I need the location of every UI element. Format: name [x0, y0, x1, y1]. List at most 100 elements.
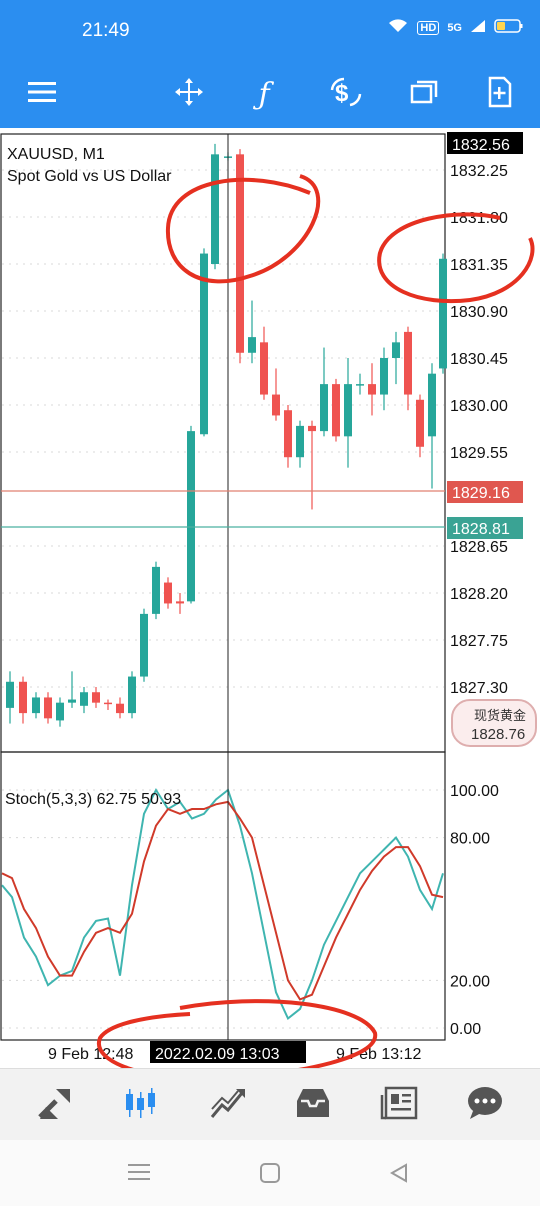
candle-body — [308, 425, 316, 432]
svg-text:$: $ — [335, 80, 349, 107]
windows-button[interactable] — [400, 70, 448, 118]
overlay-label-price: 1828.76 — [471, 726, 525, 743]
battery-icon — [494, 18, 524, 37]
price-chart[interactable]: 1832.251831.801831.351830.901830.451830.… — [0, 128, 540, 1081]
current-price-badge — [447, 132, 523, 154]
y-tick-label: 1828.20 — [450, 586, 508, 603]
y-tick-label: 1829.55 — [450, 445, 508, 462]
candle-body — [356, 384, 364, 386]
candle-body — [140, 613, 148, 677]
symbol-label: XAUUSD, M1 — [7, 146, 105, 163]
status-time: 21:49 — [82, 20, 130, 41]
stoch-label: Stoch(5,3,3) 62.75 50.93 — [5, 791, 181, 808]
nav-trade[interactable] — [206, 1083, 250, 1127]
nav-charts[interactable] — [119, 1083, 163, 1127]
candle-body — [404, 331, 412, 395]
stoch-layer — [1, 787, 444, 1021]
stoch-d-line — [1, 800, 444, 1001]
candle-body — [380, 358, 388, 395]
candle-body — [248, 337, 256, 353]
windows-icon — [409, 78, 439, 111]
crosshair-button[interactable] — [165, 70, 213, 118]
x-label-crosshair: 2022.02.09 13:03 — [155, 1046, 280, 1063]
status-icons: HD 5G — [387, 18, 524, 37]
y-tick-label: 1830.00 — [450, 398, 508, 415]
back-button[interactable] — [388, 1162, 410, 1189]
menu-icon — [28, 81, 56, 108]
status-bar: 21:49 HD 5G — [0, 0, 540, 62]
chart-area[interactable]: 1832.25 1831.80 1831.35 1830.90 1830.45 1830.… — [0, 128, 540, 1081]
x-label-right: 9 Feb 13:12 — [336, 1046, 422, 1063]
candle-body — [187, 431, 195, 602]
back-icon — [388, 1163, 410, 1188]
candle-body — [344, 384, 352, 437]
menu-button[interactable] — [18, 70, 66, 118]
red-price-badge — [447, 481, 523, 503]
wifi-icon — [387, 18, 409, 37]
candle-body — [128, 676, 136, 714]
chart-toolbar: ƒ $ — [0, 62, 540, 128]
nav-quotes[interactable] — [34, 1083, 78, 1127]
candle-body — [320, 384, 328, 432]
trade-icon: $ — [328, 76, 364, 113]
nav-news[interactable] — [377, 1083, 421, 1127]
home-icon — [259, 1163, 281, 1188]
candle-body — [200, 253, 208, 435]
overlay-label-box[interactable] — [451, 699, 537, 747]
candle-body — [80, 692, 88, 706]
recents-icon — [128, 1164, 150, 1186]
y-tick-label: 1828.65 — [450, 539, 508, 556]
stoch-tick-label: 80.00 — [450, 831, 490, 848]
nav-chat[interactable] — [463, 1083, 507, 1127]
overlay-label-cn: 现货黄金 — [474, 708, 526, 723]
grid-layer — [2, 169, 444, 1029]
candle-body — [44, 697, 52, 719]
candles-layer — [6, 143, 447, 727]
crosshair-icon — [173, 76, 205, 113]
x-crosshair-badge — [150, 1041, 306, 1063]
trade-chart-icon — [208, 1085, 248, 1126]
candle-body — [260, 342, 268, 395]
indicators-button[interactable]: ƒ — [240, 70, 288, 118]
indicator-icon: ƒ — [258, 76, 270, 112]
history-icon — [293, 1085, 333, 1126]
y-tick-label: 1830.90 — [450, 304, 508, 321]
candle-body — [104, 702, 112, 705]
candle-body — [32, 697, 40, 714]
main-pane-frame — [0, 133, 446, 753]
y-tick-label: 1832.25 — [450, 163, 508, 180]
news-icon — [379, 1085, 419, 1126]
add-object-icon — [487, 76, 513, 113]
hd-badge: HD — [417, 20, 440, 35]
candle-body — [116, 703, 124, 714]
stoch-k-line — [1, 787, 444, 1021]
candle-body — [56, 702, 64, 721]
candle-body — [164, 582, 172, 604]
y-tick-label: 1830.45 — [450, 351, 508, 368]
symbol-description: Spot Gold vs US Dollar — [7, 168, 172, 185]
quotes-icon — [36, 1085, 76, 1126]
candle-body — [416, 399, 424, 447]
candle-body — [439, 258, 447, 369]
tick-labels-layer: 1832.251831.801831.351830.901830.451830.… — [450, 163, 508, 1038]
stoch-tick-label: 100.00 — [450, 783, 499, 800]
nav-history[interactable] — [291, 1083, 335, 1127]
stoch-tick-label: 20.00 — [450, 973, 490, 990]
candle-body — [392, 342, 400, 358]
green-price-badge — [447, 517, 523, 539]
charts-icon — [121, 1085, 161, 1126]
candle-body — [19, 681, 27, 714]
trade-button[interactable]: $ — [322, 70, 370, 118]
candle-body — [284, 410, 292, 458]
add-object-button[interactable] — [476, 70, 524, 118]
candle-body — [152, 566, 160, 614]
home-button[interactable] — [259, 1162, 281, 1189]
candle-body — [6, 681, 14, 708]
y-tick-label: 1831.35 — [450, 257, 508, 274]
candle-body — [92, 692, 100, 703]
recents-button[interactable] — [128, 1162, 150, 1187]
annotation-circle-price — [377, 212, 535, 304]
current-price-label: 1832.56 — [452, 137, 510, 154]
candle-body — [332, 384, 340, 437]
stoch-pane-frame — [0, 751, 446, 1041]
